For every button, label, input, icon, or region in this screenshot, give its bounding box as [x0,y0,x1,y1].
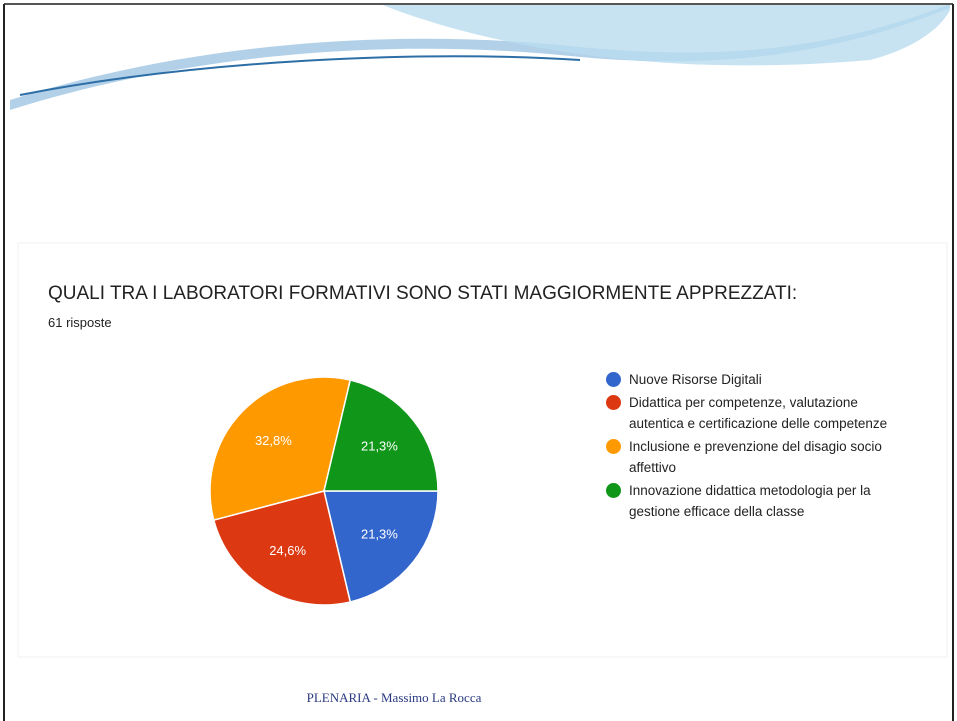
legend-item: Didattica per competenze, valutazione au… [606,392,896,435]
pie: 21,3% 24,6% 32,8% 21,3% [210,377,438,605]
legend-label: Inclusione e prevenzione del disagio soc… [629,439,882,476]
legend-label: Innovazione didattica metodologia per la… [629,483,871,520]
slice-label: 21,3% [361,526,398,541]
legend-label: Nuove Risorse Digitali [629,372,762,387]
slide: QUALI TRA I LABORATORI FORMATIVI SONO ST… [0,0,957,721]
legend-item: Inclusione e prevenzione del disagio soc… [606,436,896,479]
legend-swatch [606,483,621,498]
slice-label: 24,6% [269,543,306,558]
chart-title: QUALI TRA I LABORATORI FORMATIVI SONO ST… [48,283,797,304]
chart-subtitle: 61 risposte [48,315,112,330]
legend-swatch [606,372,621,387]
chart: QUALI TRA I LABORATORI FORMATIVI SONO ST… [0,0,957,721]
footer: PLENARIA - Massimo La Rocca [307,690,482,705]
legend-item: Innovazione didattica metodologia per la… [606,480,896,523]
legend: Nuove Risorse Digitali Didattica per comp… [606,369,896,524]
legend-item: Nuove Risorse Digitali [606,369,896,391]
legend-swatch [606,395,621,410]
legend-label: Didattica per competenze, valutazione au… [629,395,887,432]
legend-swatch [606,439,621,454]
slice-label: 21,3% [361,439,398,454]
slice-label: 32,8% [255,433,292,448]
